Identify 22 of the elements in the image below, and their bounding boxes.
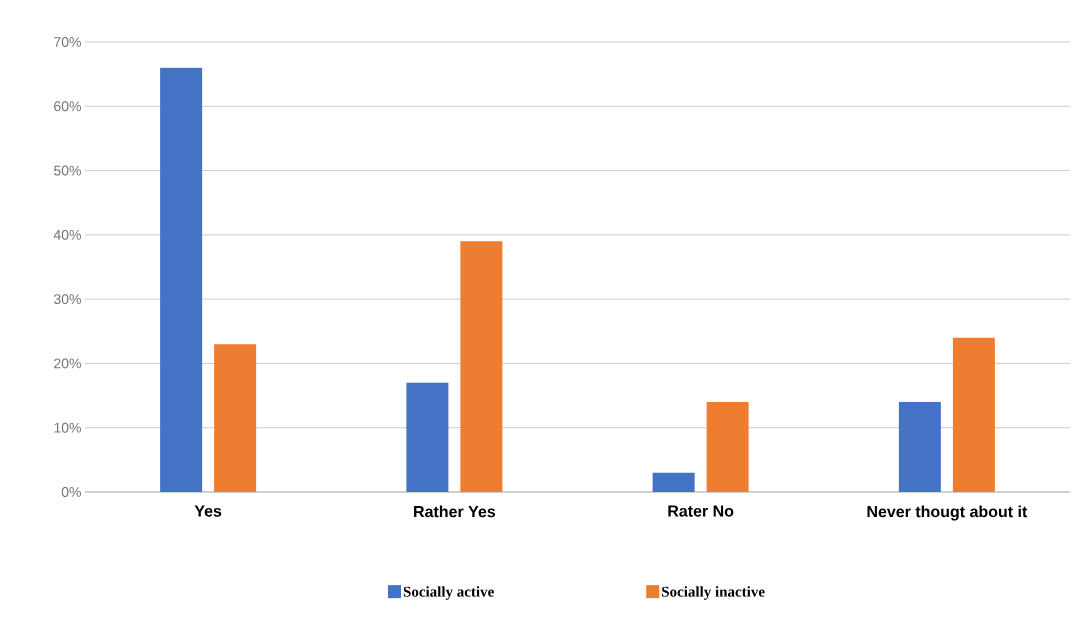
bar: [160, 67, 203, 492]
x-tick-label: Rather Yes: [414, 505, 496, 518]
x-tick-label: Yes: [194, 505, 222, 517]
y-tick-label: 30%: [53, 294, 81, 305]
bar: [406, 382, 449, 492]
legend-label: Socially inactive: [662, 586, 765, 600]
y-tick-label: 70%: [54, 37, 81, 47]
x-tick-label: Rater No: [668, 505, 734, 517]
x-tick-label: Never thougt about it: [867, 505, 1028, 521]
bar: [706, 401, 749, 492]
bar: [460, 241, 503, 492]
bar: [652, 472, 695, 492]
bar: [952, 337, 995, 492]
y-tick-label: 10%: [54, 422, 81, 433]
y-tick-label: 20%: [54, 358, 81, 369]
legend-label: Socially active: [403, 586, 494, 600]
y-tick-label: 40%: [53, 229, 81, 240]
y-tick-label: 60%: [54, 101, 81, 112]
y-tick-label: 50%: [54, 165, 81, 176]
bar: [214, 344, 257, 492]
y-tick-label: 0%: [61, 487, 81, 497]
bar: [898, 401, 941, 492]
